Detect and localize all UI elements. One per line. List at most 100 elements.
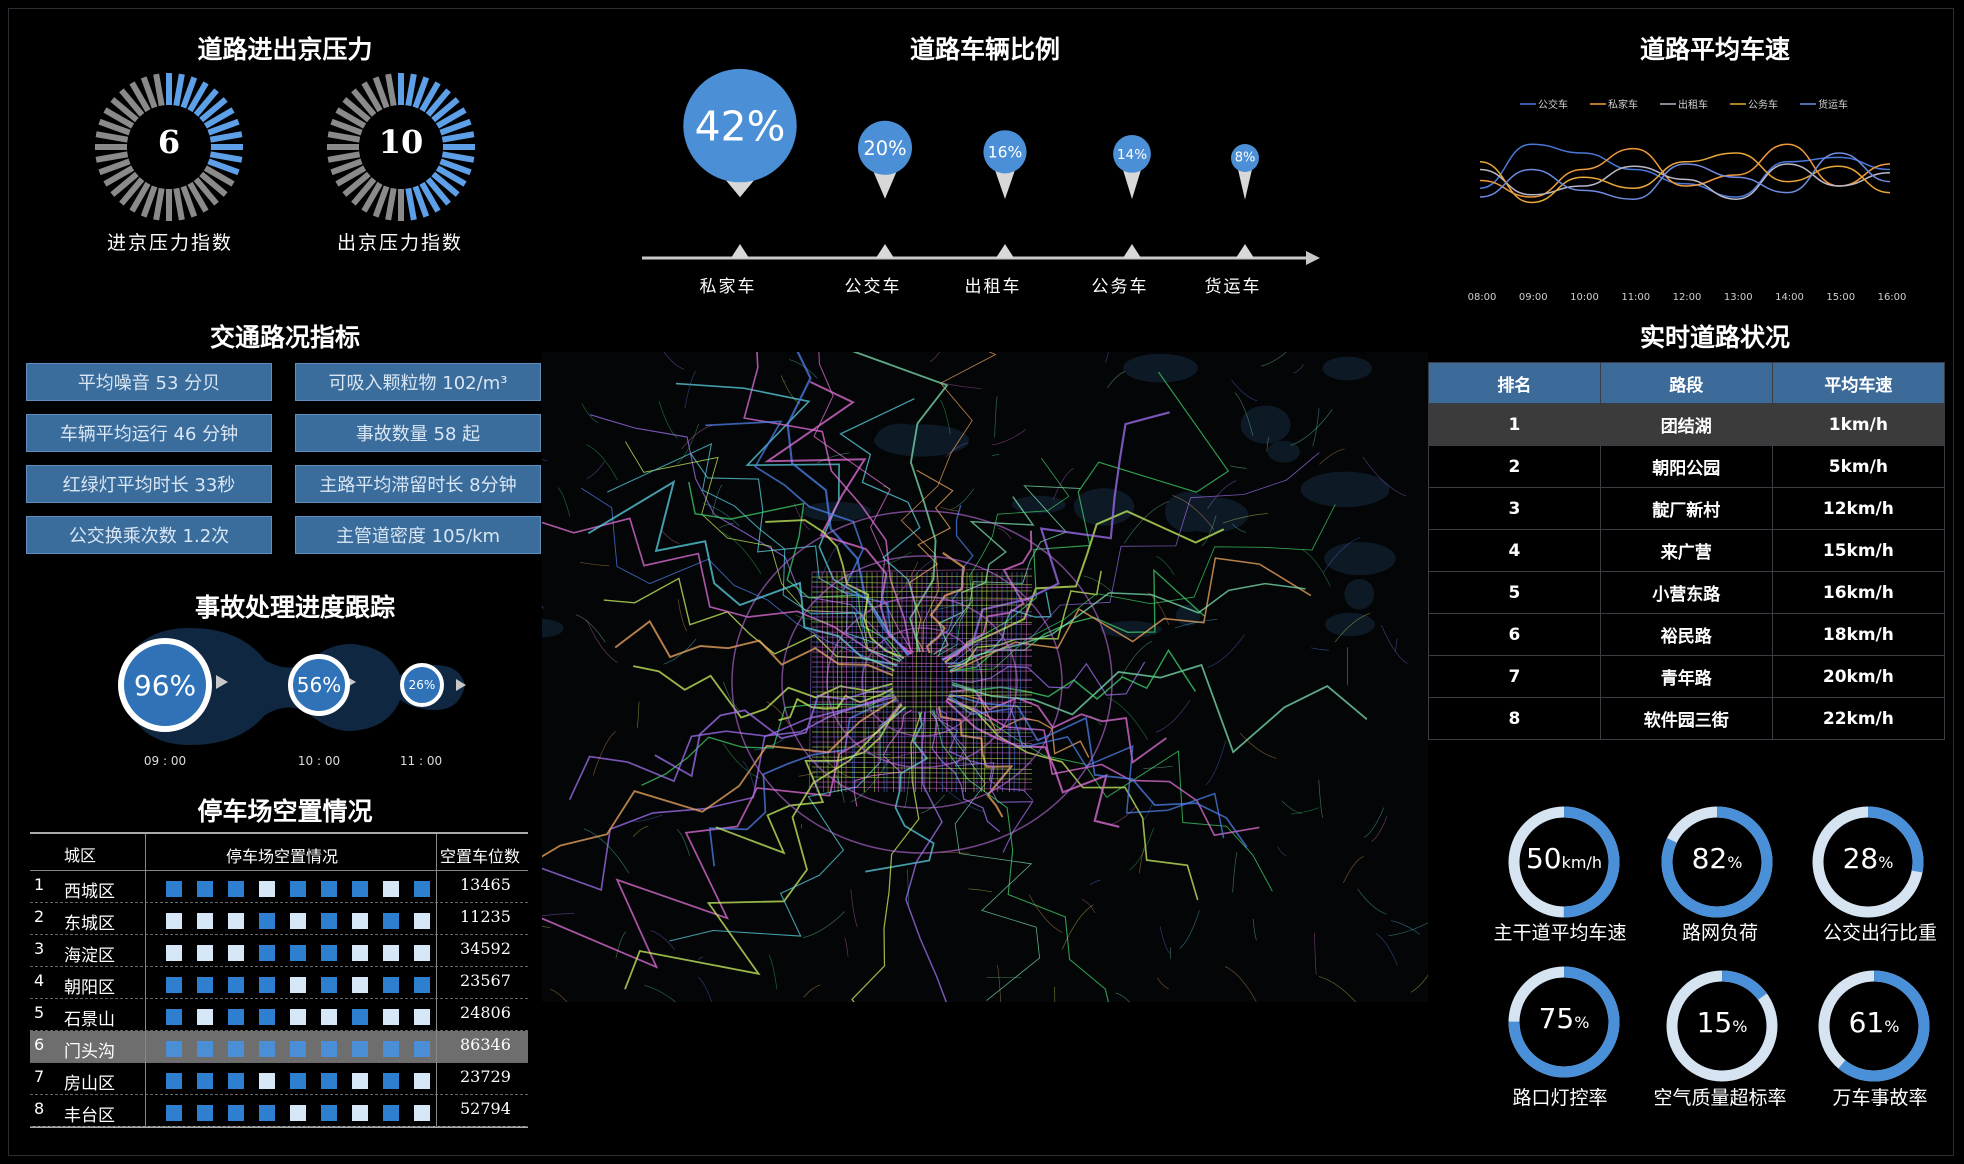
parking-district: 海淀区: [64, 946, 115, 966]
road-row[interactable]: 5 小营东路 16km/h: [1428, 571, 1946, 614]
parking-slot: [259, 1009, 275, 1025]
road-speed: 20km/h: [1771, 655, 1946, 698]
x-tick-label: 09:00: [1519, 292, 1548, 303]
road-speed: 12km/h: [1771, 487, 1946, 530]
parking-district: 东城区: [64, 914, 115, 934]
parking-slot: [197, 977, 213, 993]
parking-slot: [166, 1009, 182, 1025]
kpi-unit: km/h: [1561, 853, 1603, 872]
kpi-ring: [1666, 970, 1778, 1082]
x-tick-label: 15:00: [1826, 292, 1855, 303]
gauge-tick: [209, 131, 243, 143]
ratio-pct: 8%: [1235, 151, 1256, 166]
legend-label: 公交车: [1538, 98, 1568, 111]
gauge-tick: [180, 76, 198, 109]
gauge-tick: [419, 81, 441, 113]
road-speed: 15km/h: [1771, 529, 1946, 572]
road-row[interactable]: 4 来广营 15km/h: [1428, 529, 1946, 572]
gauge-tick: [209, 151, 243, 163]
parking-slot: [383, 913, 399, 929]
road-segment: 来广营: [1599, 529, 1773, 572]
parking-district: 朝阳区: [64, 978, 115, 998]
gauge-tick: [119, 88, 145, 117]
gauge-tick: [405, 73, 417, 107]
series-line-私家车: [1479, 143, 1891, 198]
kpi-ring-fill: [1661, 806, 1773, 918]
gauge-tick: [431, 171, 460, 197]
parking-slot: [259, 1105, 275, 1121]
parking-slot: [383, 1009, 399, 1025]
kpi-number: 61: [1848, 1006, 1885, 1039]
gauge-tick: [110, 171, 139, 197]
road-row[interactable]: 6 裕民路 18km/h: [1428, 613, 1946, 656]
gauge-tick: [431, 97, 460, 123]
kpi-unit: %: [1727, 853, 1743, 872]
parking-row: 7 房山区 23729: [30, 1063, 528, 1095]
rank-header: 排名: [1428, 362, 1601, 404]
ratio-pin: 42% 私家车: [683, 68, 797, 297]
road-row[interactable]: 2 朝阳公园 5km/h: [1428, 445, 1946, 488]
parking-count: 24806: [460, 1003, 511, 1022]
ratio-label: 公交车: [845, 277, 902, 297]
city-traffic-map[interactable]: [542, 352, 1428, 1002]
road-row[interactable]: 7 青年路 20km/h: [1428, 655, 1946, 698]
ratio-pct: 14%: [1117, 147, 1147, 163]
series-line-公交车: [1479, 143, 1891, 198]
road-segment: 青年路: [1599, 655, 1773, 698]
kpi-number: 28: [1842, 842, 1879, 875]
kpi-unit: %: [1878, 853, 1894, 872]
road-rank: 1: [1428, 403, 1601, 446]
parking-slot: [166, 1105, 182, 1121]
gauge-tick: [412, 185, 430, 218]
parking-slot: [228, 1041, 244, 1057]
gauge-tick: [419, 181, 441, 213]
out-pressure-value: 10: [378, 123, 424, 161]
kpi-value: 82%: [1655, 842, 1779, 875]
x-tick-label: 14:00: [1775, 292, 1804, 303]
parking-slot: [290, 1105, 306, 1121]
gauge-tick: [203, 107, 235, 129]
parking-slot: [197, 945, 213, 961]
road-segment: 团结湖: [1599, 403, 1773, 446]
gauge-tick: [435, 165, 467, 187]
parking-slot: [352, 881, 368, 897]
road-row[interactable]: 1 团结湖 1km/h: [1428, 403, 1946, 446]
gauge-tick: [439, 118, 472, 136]
parking-slot: [352, 1105, 368, 1121]
out-pressure-gauge: [327, 73, 475, 221]
series-line-公务车: [1479, 152, 1891, 204]
gauge-tick: [327, 131, 361, 143]
parking-slot: [197, 1073, 213, 1089]
parking-slot: [197, 1009, 213, 1025]
parking-slot: [290, 881, 306, 897]
gauge-tick: [153, 187, 165, 221]
x-tick-label: 08:00: [1468, 292, 1497, 303]
parking-count: 23567: [460, 971, 511, 990]
transfer-indicator: 公交换乘次数 1.2次: [26, 516, 272, 554]
parking-slot: [228, 1073, 244, 1089]
accident-count-indicator: 事故数量 58 起: [295, 414, 541, 452]
parking-slot: [259, 1073, 275, 1089]
road-status-table: 排名 路段 平均车速 1 团结湖 1km/h 2 朝阳公园 5km/h 3 靛厂新村 12km/…: [1428, 362, 1946, 740]
parking-row: 5 石景山 24806: [30, 999, 528, 1031]
gauge-tick: [98, 158, 131, 176]
avg-speed-title: 道路平均车速: [1639, 35, 1790, 64]
arrow-icon: [216, 675, 228, 689]
kpi-label: 空气质量超标率: [1653, 1087, 1787, 1109]
gauge-tick: [335, 165, 367, 187]
kpi-ring: [1818, 970, 1930, 1082]
parking-slot: [414, 913, 430, 929]
parking-slot: [166, 945, 182, 961]
gauge-tick: [95, 131, 129, 143]
parking-slot: [414, 977, 430, 993]
road-row[interactable]: 3 靛厂新村 12km/h: [1428, 487, 1946, 530]
road-row[interactable]: 8 软件园三街 22km/h: [1428, 697, 1946, 740]
parking-slot: [352, 945, 368, 961]
accident-step-2: 56%: [288, 654, 350, 716]
ratio-label: 货运车: [1205, 277, 1262, 297]
vehicle-ratio-title: 道路车辆比例: [909, 35, 1060, 64]
road-rank: 3: [1428, 487, 1601, 530]
road-speed: 22km/h: [1771, 697, 1946, 740]
parking-slot: [166, 881, 182, 897]
gauge-tick: [199, 97, 228, 123]
